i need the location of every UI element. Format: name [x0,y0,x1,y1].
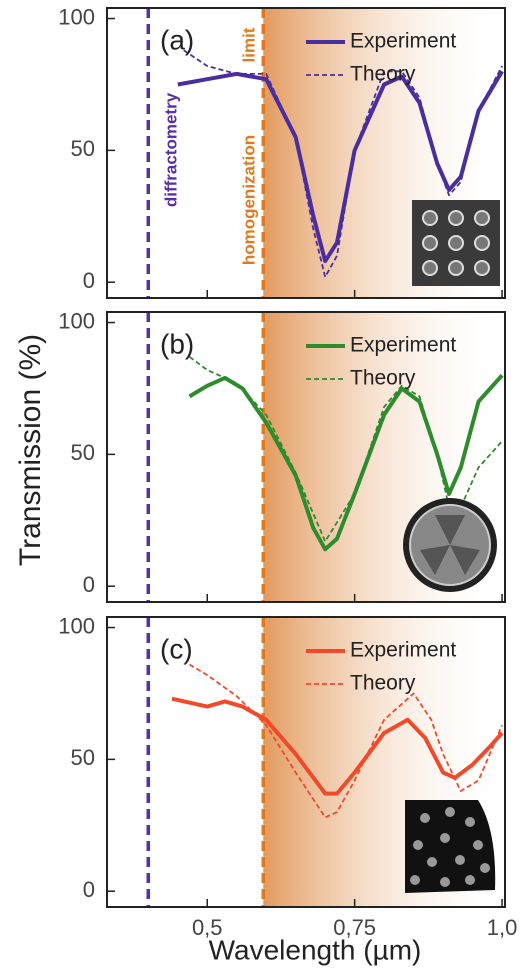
annotation: homogenization [239,135,258,265]
plot-frame [106,311,506,603]
y-tick-label: 50 [71,745,95,770]
legend-label: Theory [350,672,416,695]
panel-label: (c) [160,633,193,664]
y-tick-label: 100 [58,613,95,638]
data-line [189,663,503,819]
legend-label: Theory [350,63,416,86]
data-line [171,696,504,796]
legend-label: Experiment [350,334,456,357]
plot-frame [106,7,506,299]
annotation: diffractometry [161,92,180,207]
y-tick-label: 100 [58,308,95,333]
inset-a-grid [422,210,490,276]
data-line [183,49,503,278]
x-tick-label: 0,5 [192,915,223,940]
y-tick-label: 50 [71,136,95,161]
panel-label: (a) [160,24,194,55]
inset-c-particles [410,807,490,887]
inset-b-tiles [420,515,480,575]
x-tick-label: 0,75 [333,915,376,940]
y-tick-label: 0 [83,877,95,902]
annotation: limit [239,27,258,62]
y-tick-label: 0 [83,572,95,597]
y-axis-label: Transmission (%) [14,334,47,566]
legend-label: Experiment [350,639,456,662]
legend-label: Theory [350,367,416,390]
y-tick-label: 50 [71,440,95,465]
x-tick-label: 1,0 [487,915,518,940]
x-axis-label: Wavelength (µm) [209,934,422,965]
plot-frame [106,616,506,908]
y-tick-label: 0 [83,268,95,293]
panel-label: (b) [160,328,194,359]
y-tick-label: 100 [58,4,95,29]
legend-label: Experiment [350,30,456,53]
